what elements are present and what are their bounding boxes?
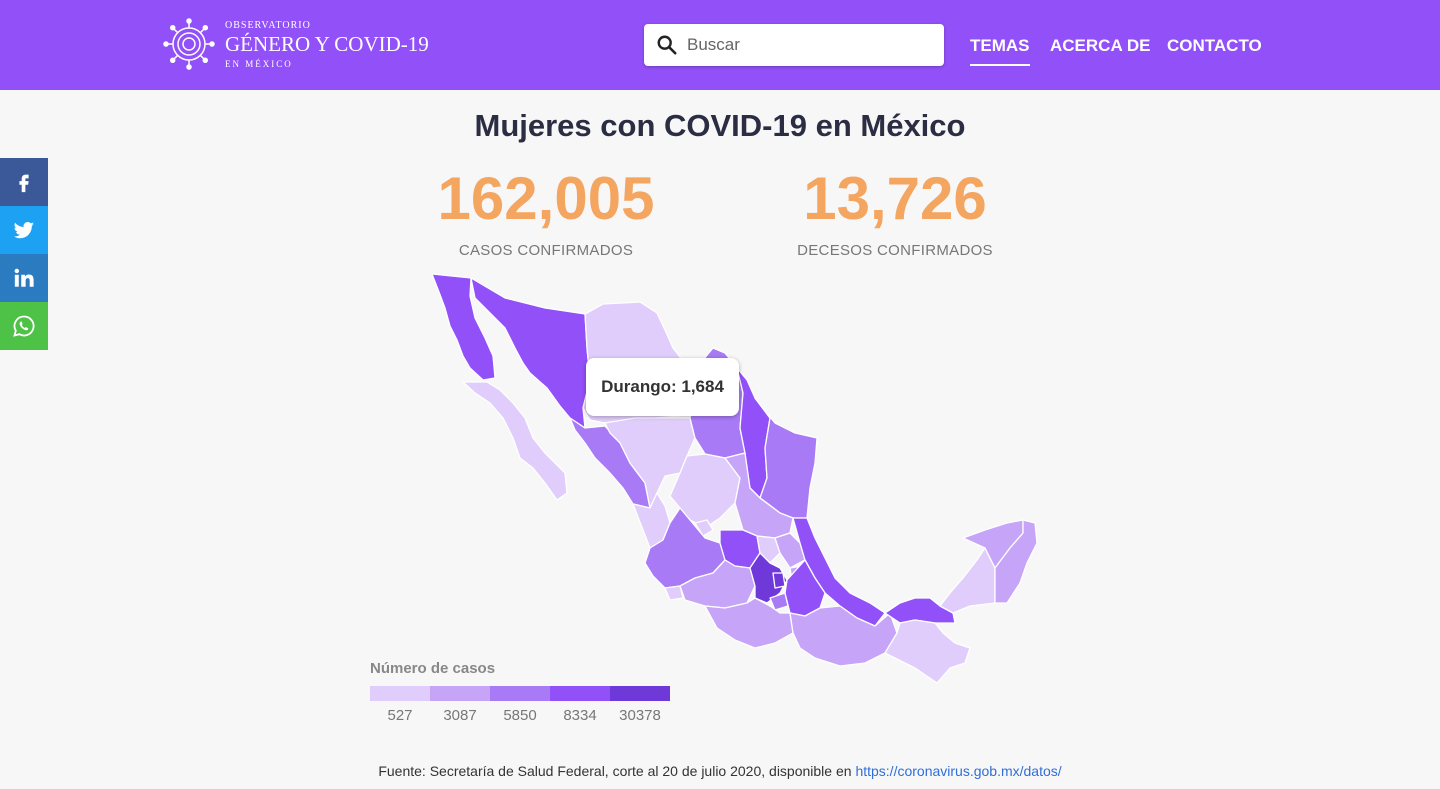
map-tooltip: Durango: 1,684 bbox=[586, 358, 739, 416]
nav-temas[interactable]: TEMAS bbox=[970, 36, 1030, 66]
legend-color-scale bbox=[370, 686, 670, 701]
state-zacatecas[interactable] bbox=[669, 453, 741, 529]
linkedin-share-button[interactable] bbox=[0, 254, 48, 302]
state-queretaro[interactable] bbox=[756, 535, 781, 564]
state-baja-california-sur[interactable] bbox=[462, 381, 568, 501]
source-text: Fuente: Secretaría de Salud Federal, cor… bbox=[378, 763, 856, 779]
top-header: OBSERVATORIO GÉNERO Y COVID-19 EN MÉXICO… bbox=[0, 0, 1440, 90]
search-input[interactable] bbox=[687, 32, 932, 58]
legend-swatch-5 bbox=[610, 686, 670, 701]
whatsapp-share-button[interactable] bbox=[0, 302, 48, 350]
virus-logo-icon bbox=[163, 18, 215, 70]
logo-line-3: EN MÉXICO bbox=[225, 59, 293, 69]
social-share-bar bbox=[0, 158, 48, 350]
site-logo[interactable]: OBSERVATORIO GÉNERO Y COVID-19 EN MÉXICO bbox=[163, 18, 463, 74]
legend-label-4: 8334 bbox=[563, 707, 597, 724]
facebook-share-button[interactable] bbox=[0, 158, 48, 206]
mexico-choropleth-map bbox=[431, 273, 1038, 684]
legend-label-3: 5850 bbox=[503, 707, 537, 724]
logo-line-1: OBSERVATORIO bbox=[225, 20, 311, 31]
state-ciudad-de-mexico[interactable] bbox=[772, 572, 786, 589]
confirmed-deaths-label: DECESOS CONFIRMADOS bbox=[797, 242, 993, 259]
nav-acerca-de[interactable]: ACERCA DE bbox=[1050, 36, 1151, 55]
legend-title: Número de casos bbox=[370, 660, 496, 677]
source-note: Fuente: Secretaría de Salud Federal, cor… bbox=[0, 763, 1440, 779]
whatsapp-icon bbox=[13, 315, 35, 337]
twitter-share-button[interactable] bbox=[0, 206, 48, 254]
legend-label-1: 527 bbox=[387, 707, 413, 724]
page-title: Mujeres con COVID-19 en México bbox=[474, 108, 966, 143]
legend-swatch-1 bbox=[370, 686, 430, 701]
twitter-icon bbox=[13, 222, 35, 239]
state-baja-california[interactable] bbox=[431, 273, 496, 381]
legend-swatch-2 bbox=[430, 686, 490, 701]
state-durango[interactable] bbox=[604, 417, 696, 509]
source-link[interactable]: https://coronavirus.gob.mx/datos/ bbox=[855, 763, 1062, 779]
legend-label-2: 3087 bbox=[443, 707, 477, 724]
linkedin-icon bbox=[14, 268, 34, 287]
state-quintana-roo[interactable] bbox=[994, 519, 1038, 604]
confirmed-cases-label: CASOS CONFIRMADOS bbox=[458, 242, 634, 259]
facebook-icon bbox=[19, 174, 29, 193]
legend-labels: 527 3087 5850 8334 30378 bbox=[370, 707, 670, 724]
search-box bbox=[644, 24, 944, 66]
confirmed-deaths-value: 13,726 bbox=[803, 165, 987, 232]
legend-label-5: 30378 bbox=[619, 707, 661, 724]
nav-contacto[interactable]: CONTACTO bbox=[1167, 36, 1262, 55]
legend-swatch-3 bbox=[490, 686, 550, 701]
state-sonora[interactable] bbox=[470, 277, 591, 429]
state-chiapas[interactable] bbox=[884, 619, 971, 684]
confirmed-cases-value: 162,005 bbox=[437, 165, 655, 232]
logo-line-2: GÉNERO Y COVID-19 bbox=[225, 32, 429, 56]
state-colima[interactable] bbox=[664, 585, 684, 601]
search-icon bbox=[657, 35, 677, 55]
legend-swatch-4 bbox=[550, 686, 610, 701]
state-campeche[interactable] bbox=[939, 547, 996, 614]
